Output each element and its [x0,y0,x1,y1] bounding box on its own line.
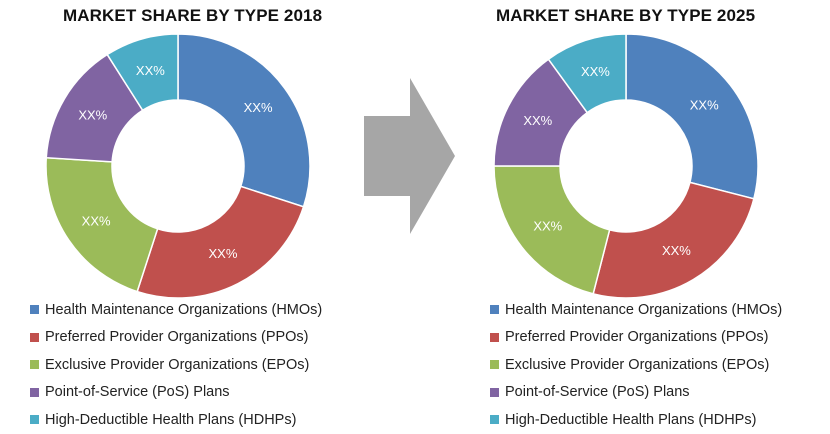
chart-title-2025: MARKET SHARE BY TYPE 2025 [496,6,756,25]
legend-label: Health Maintenance Organizations (HMOs) [45,301,323,318]
legend-2018: Health Maintenance Organizations (HMOs) P… [30,296,322,434]
data-label-health-maintenance-organizations: XX% [244,100,273,115]
legend-label: Exclusive Provider Organizations (EPOs) [505,356,770,373]
legend-swatch [490,387,499,397]
legend-label: High-Deductible Health Plans (HDHPs) [45,411,297,428]
legend-swatch [30,387,39,397]
donut-chart-2018: XX% XX% XX% XX% XX% [45,33,311,299]
legend-label: Preferred Provider Organizations (PPOs) [505,329,769,346]
legend-2025: Health Maintenance Organizations (HMOs) P… [490,296,782,434]
slice-health-maintenance-organizations [177,33,311,208]
data-label-preferred-provider-organizations: XX% [662,243,691,258]
legend-item-exclusive-provider-organizations: Exclusive Provider Organizations (EPOs) [490,351,782,379]
legend-item-preferred-provider-organizations: Preferred Provider Organizations (PPOs) [30,324,322,352]
legend-label: Preferred Provider Organizations (PPOs) [45,329,309,346]
legend-item-exclusive-provider-organizations: Exclusive Provider Organizations (EPOs) [30,351,322,379]
legend-swatch [30,360,39,370]
legend-swatch [490,360,499,370]
data-label-exclusive-provider-organizations: XX% [82,214,111,229]
data-label-exclusive-provider-organizations: XX% [533,219,562,234]
slice-exclusive-provider-organizations [493,165,611,295]
legend-item-point-of-service-plans: Point-of-Service (PoS) Plans [490,379,782,407]
legend-item-health-maintenance-organizations: Health Maintenance Organizations (HMOs) [30,296,322,324]
slice-preferred-provider-organizations [136,185,305,299]
slice-health-maintenance-organizations [625,33,759,200]
legend-swatch [30,305,39,315]
slice-high-deductible-health-plans [547,33,627,114]
slice-preferred-provider-organizations [592,181,755,299]
right-arrow-icon [364,78,455,234]
data-label-preferred-provider-organizations: XX% [208,246,237,261]
legend-item-high-deductible-health-plans: High-Deductible Health Plans (HDHPs) [490,406,782,434]
legend-swatch [30,332,39,342]
legend-swatch [490,332,499,342]
legend-swatch [30,415,39,425]
legend-swatch [490,305,499,315]
legend-item-health-maintenance-organizations: Health Maintenance Organizations (HMOs) [490,296,782,324]
donut-chart-2025: XX% XX% XX% XX% XX% [493,33,759,299]
legend-label: Point-of-Service (PoS) Plans [505,384,690,401]
legend-label: Point-of-Service (PoS) Plans [45,384,230,401]
data-label-high-deductible-health-plans: XX% [581,64,610,79]
legend-swatch [490,415,499,425]
legend-label: Health Maintenance Organizations (HMOs) [505,301,783,318]
legend-item-point-of-service-plans: Point-of-Service (PoS) Plans [30,379,322,407]
chart-title-2018: MARKET SHARE BY TYPE 2018 [63,6,323,25]
data-label-high-deductible-health-plans: XX% [136,63,165,78]
data-label-health-maintenance-organizations: XX% [690,97,719,112]
legend-item-preferred-provider-organizations: Preferred Provider Organizations (PPOs) [490,324,782,352]
slice-exclusive-provider-organizations [45,156,159,293]
data-label-point-of-service-plans: XX% [78,108,107,123]
legend-label: High-Deductible Health Plans (HDHPs) [505,411,757,428]
slice-high-deductible-health-plans [106,33,179,112]
data-label-point-of-service-plans: XX% [523,113,552,128]
legend-label: Exclusive Provider Organizations (EPOs) [45,356,310,373]
legend-item-high-deductible-health-plans: High-Deductible Health Plans (HDHPs) [30,406,322,434]
